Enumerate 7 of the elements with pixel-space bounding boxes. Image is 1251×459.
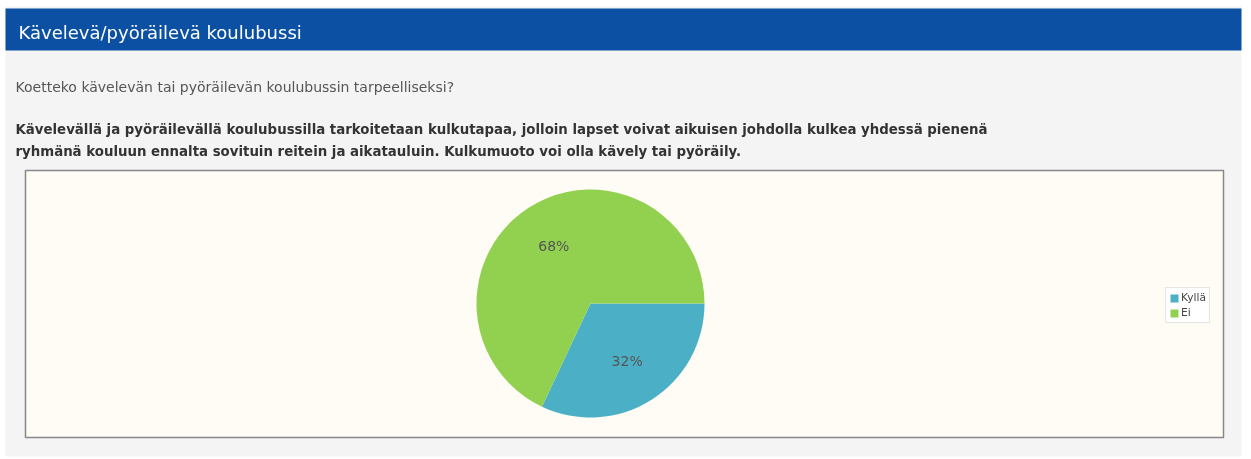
data-label: 32% (611, 353, 643, 370)
text: Kävelevä/pyöräilevä koulubussi (18, 22, 302, 43)
legend-label: Kyllä (1181, 291, 1206, 304)
text: Koetteko kävelevän tai pyöräilevän koulubussin tarpeelliseksi? (15, 78, 455, 95)
text: Kävelevällä ja pyöräilevällä koulubussilla tarkoitetaan kulkutapaa, jolloin lapset voivat aikuisen johdolla kulkea yhdessä pienenä ryhmänä kouluun ennalta sovituin reitein ja aikatauluin. Kulkumuoto voi olla kävely tai pyöräily. (15, 122, 988, 159)
legend-label: Ei (1181, 306, 1192, 319)
data-label: 68% (538, 237, 570, 254)
